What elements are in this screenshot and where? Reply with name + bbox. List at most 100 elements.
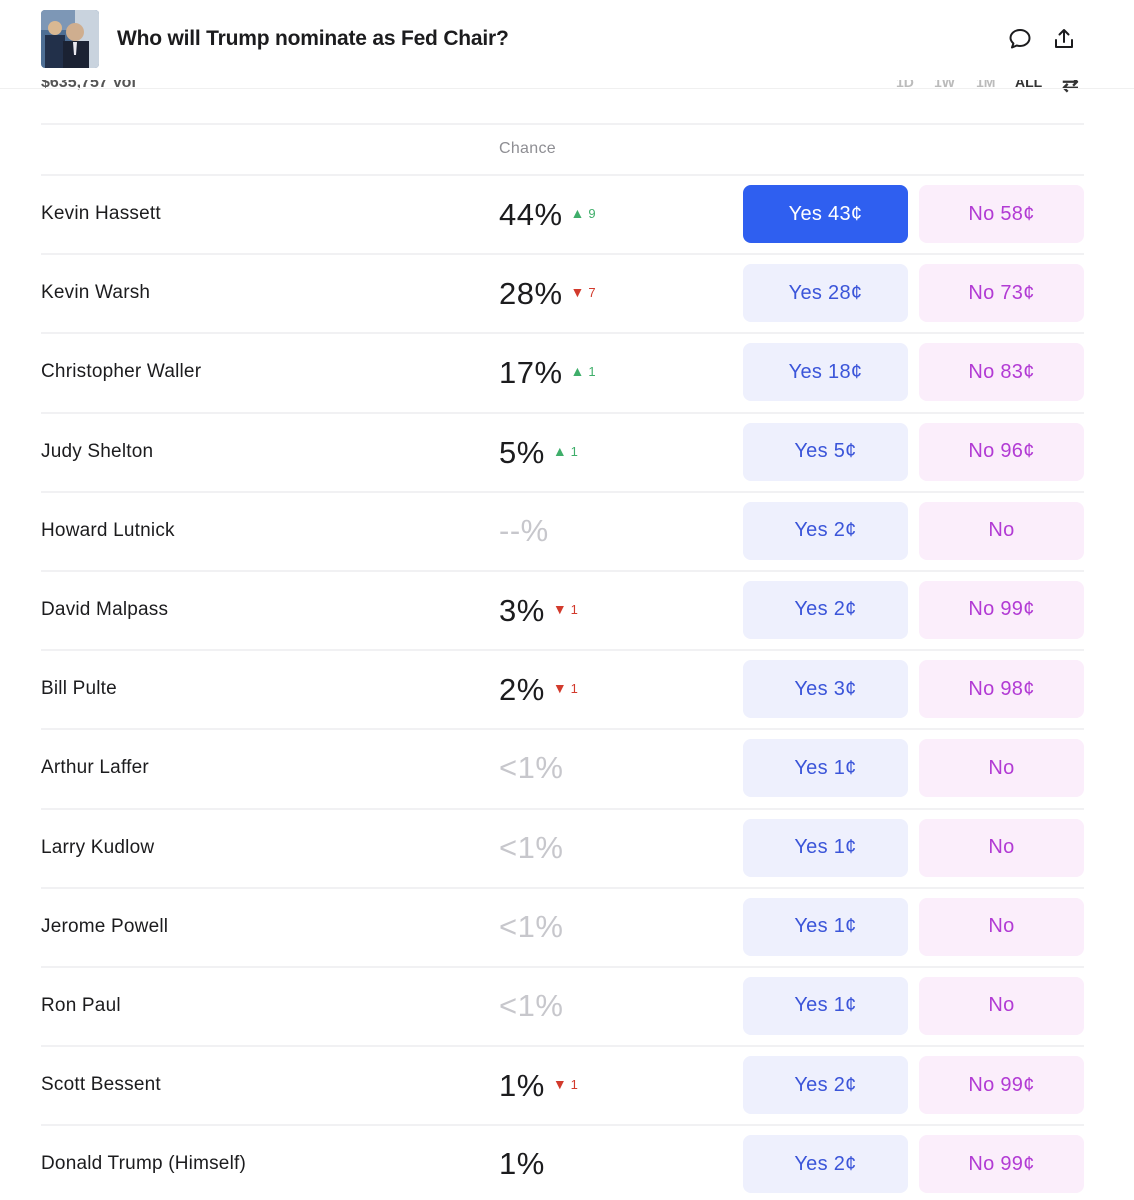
change-value: 9 xyxy=(588,206,596,221)
chance-change: ▲ 1 xyxy=(553,443,578,459)
outcome-name: Jerome Powell xyxy=(41,915,169,937)
outcome-chance: 1% ▼ 1 xyxy=(499,1045,578,1124)
outcome-chance: <1% xyxy=(499,887,563,966)
buy-yes-button[interactable]: Yes 1¢ xyxy=(743,897,908,956)
buy-yes-button[interactable]: Yes 2¢ xyxy=(743,501,908,560)
buy-no-button[interactable]: No 58¢ xyxy=(919,185,1084,243)
buy-no-button[interactable]: No xyxy=(919,501,1084,560)
outcome-name: Kevin Hassett xyxy=(41,203,161,224)
divider xyxy=(0,88,1134,89)
outcome-chance: --% xyxy=(499,491,549,570)
outcome-name: Larry Kudlow xyxy=(41,836,155,858)
outcome-row[interactable]: Arthur Laffer <1% Yes 1¢ No xyxy=(0,728,1134,807)
volume-strip: $635,757 Vol 1D 1W 1M ALL ⇄ xyxy=(0,80,1134,96)
buy-yes-button[interactable]: Yes 1¢ xyxy=(743,739,908,798)
outcomes-list: Kevin Hassett 44% ▲ 9 Yes 43¢ No 58¢ Kevin War… xyxy=(0,174,1134,1200)
chance-value: <1% xyxy=(499,829,564,865)
outcome-row[interactable]: Bill Pulte 2% ▼ 1 Yes 3¢ No 98¢ xyxy=(0,649,1134,728)
volume-text: $635,757 Vol xyxy=(41,80,136,91)
buy-yes-button[interactable]: Yes 28¢ xyxy=(743,264,908,323)
buy-yes-button[interactable]: Yes 43¢ xyxy=(743,185,908,243)
triangle-up-icon: ▲ xyxy=(570,205,585,221)
chance-value: --% xyxy=(499,512,549,548)
chance-column-header: Chance xyxy=(499,140,556,157)
triangle-up-icon: ▲ xyxy=(552,442,567,459)
outcome-row[interactable]: Howard Lutnick --% Yes 2¢ No xyxy=(0,490,1134,570)
chance-value: 2% xyxy=(499,672,545,708)
outcome-row[interactable]: Kevin Warsh 28% ▼ 7 Yes 28¢ No 73¢ xyxy=(0,253,1134,332)
outcome-row[interactable]: Scott Bessent 1% ▼ 1 Yes 2¢ No 99¢ xyxy=(0,1045,1134,1124)
buy-yes-button[interactable]: Yes 5¢ xyxy=(743,422,908,481)
change-value: 1 xyxy=(588,364,596,380)
outcome-row[interactable]: Christopher Waller 17% ▲ 1 Yes 18¢ No 83¢ xyxy=(0,332,1134,411)
buy-no-button[interactable]: No xyxy=(919,897,1084,956)
triangle-down-icon: ▼ xyxy=(552,680,567,697)
outcome-row[interactable]: David Malpass 3% ▼ 1 Yes 2¢ No 99¢ xyxy=(0,569,1134,649)
outcome-name: Judy Shelton xyxy=(41,440,154,462)
change-value: 1 xyxy=(570,1077,578,1093)
chance-value: <1% xyxy=(499,750,564,786)
buy-yes-button[interactable]: Yes 3¢ xyxy=(743,660,908,719)
chance-value: 1% xyxy=(499,1146,545,1182)
market-header: Who will Trump nominate as Fed Chair? xyxy=(0,0,1134,80)
change-value: 7 xyxy=(588,285,596,301)
chance-value: <1% xyxy=(499,987,564,1023)
range-all[interactable]: ALL xyxy=(1015,80,1043,90)
outcome-row[interactable]: Larry Kudlow <1% Yes 1¢ No xyxy=(0,807,1134,887)
buy-yes-button[interactable]: Yes 2¢ xyxy=(743,1135,908,1194)
buy-no-button[interactable]: No 99¢ xyxy=(919,1056,1084,1115)
outcome-chance: <1% xyxy=(499,728,563,807)
buy-no-button[interactable]: No 73¢ xyxy=(919,264,1084,323)
buy-no-button[interactable]: No xyxy=(919,739,1084,798)
range-1w[interactable]: 1W xyxy=(934,80,955,90)
chance-value: 3% xyxy=(499,592,545,628)
chance-value: 5% xyxy=(499,434,545,470)
triangle-down-icon: ▼ xyxy=(570,284,585,301)
buy-yes-button[interactable]: Yes 2¢ xyxy=(743,580,908,639)
chance-value: 28% xyxy=(499,276,563,312)
chance-value: 1% xyxy=(499,1068,545,1104)
outcome-name: Arthur Laffer xyxy=(41,757,149,779)
outcome-chance: <1% xyxy=(499,808,563,887)
buy-yes-button[interactable]: Yes 18¢ xyxy=(743,343,908,402)
buy-no-button[interactable]: No 96¢ xyxy=(919,422,1084,481)
outcome-row[interactable]: Donald Trump (Himself) 1% Yes 2¢ No 99¢ xyxy=(0,1124,1134,1200)
outcome-row[interactable]: Judy Shelton 5% ▲ 1 Yes 5¢ No 96¢ xyxy=(0,411,1134,491)
outcome-name: Donald Trump (Himself) xyxy=(41,1153,247,1175)
buy-no-button[interactable]: No 99¢ xyxy=(919,580,1084,639)
outcome-name: Kevin Warsh xyxy=(41,282,151,304)
outcome-name: Christopher Waller xyxy=(41,361,202,383)
outcome-chance: 1% xyxy=(499,1124,545,1200)
buy-no-button[interactable]: No xyxy=(919,976,1084,1035)
outcome-chance: 28% ▼ 7 xyxy=(499,253,596,332)
buy-no-button[interactable]: No 83¢ xyxy=(919,343,1084,402)
buy-yes-button[interactable]: Yes 2¢ xyxy=(743,1056,908,1115)
buy-no-button[interactable]: No 98¢ xyxy=(919,660,1084,719)
buy-yes-button[interactable]: Yes 1¢ xyxy=(743,818,908,877)
outcome-chance: 5% ▲ 1 xyxy=(499,412,578,491)
chance-change: ▼ 1 xyxy=(553,680,578,696)
outcome-row[interactable]: Kevin Hassett 44% ▲ 9 Yes 43¢ No 58¢ xyxy=(0,174,1134,253)
buy-no-button[interactable]: No xyxy=(919,818,1084,877)
chance-change: ▼ 1 xyxy=(553,1076,578,1093)
change-value: 1 xyxy=(570,443,578,459)
chance-change: ▲ 9 xyxy=(571,205,596,221)
buy-no-button[interactable]: No 99¢ xyxy=(919,1135,1084,1194)
chance-value: 17% xyxy=(499,355,563,391)
comment-icon[interactable] xyxy=(1007,26,1033,52)
buy-yes-button[interactable]: Yes 1¢ xyxy=(743,976,908,1035)
range-1m[interactable]: 1M xyxy=(976,80,996,90)
outcome-name: Bill Pulte xyxy=(41,678,117,700)
range-1d[interactable]: 1D xyxy=(896,80,914,90)
triangle-up-icon: ▲ xyxy=(570,363,585,380)
outcome-name: David Malpass xyxy=(41,598,169,620)
chance-change: ▲ 1 xyxy=(571,363,596,380)
outcome-chance: 17% ▲ 1 xyxy=(499,332,596,411)
outcome-row[interactable]: Ron Paul <1% Yes 1¢ No xyxy=(0,965,1134,1045)
chance-change: ▼ 1 xyxy=(553,601,578,617)
outcome-row[interactable]: Jerome Powell <1% Yes 1¢ No xyxy=(0,886,1134,966)
share-icon[interactable] xyxy=(1051,26,1077,52)
outcome-name: Scott Bessent xyxy=(41,1074,161,1096)
outcome-name: Howard Lutnick xyxy=(41,519,175,541)
market-thumbnail xyxy=(41,10,99,68)
